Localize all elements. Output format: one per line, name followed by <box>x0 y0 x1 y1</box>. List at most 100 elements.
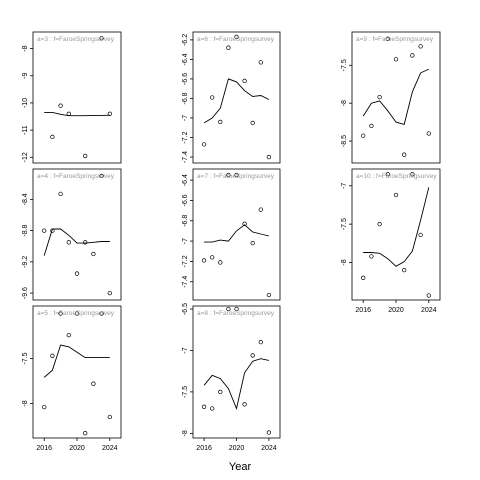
data-point <box>58 103 63 108</box>
data-point <box>218 260 223 265</box>
y-tick-label: -6.6 <box>182 194 189 206</box>
y-tick-label: -7.2 <box>182 255 189 267</box>
data-point <box>58 311 63 316</box>
panel-label: a=7 : f=FaroeSpringsurvey <box>197 173 275 180</box>
data-point <box>402 268 407 273</box>
panel-frame <box>192 305 281 439</box>
x-tick-label: 2016 <box>355 307 371 314</box>
x-tick-label: 2024 <box>421 307 437 314</box>
data-point <box>66 240 71 245</box>
y-tick-label: -6.8 <box>182 215 189 227</box>
panel-2: -7.5 -8 2016 2020 2024 a=5 : f=FaroeSpringsur… <box>22 305 122 452</box>
data-point <box>66 332 71 338</box>
data-point <box>99 36 104 41</box>
panel-label: a=6 : f=FaroeSpringsurvey <box>197 36 275 43</box>
data-point <box>42 228 47 233</box>
panel-label: a=4 : f=FaroeSpringsurvey <box>37 173 115 180</box>
data-point <box>266 154 272 160</box>
data-point <box>266 292 272 298</box>
data-point <box>50 228 55 233</box>
y-tick-label: -8.8 <box>22 224 29 236</box>
y-tick-label: -6.2 <box>182 34 189 46</box>
panel-0: -8 -9 -10 -11 -12 a=3 : f=FaroeSpringsurvey <box>22 31 122 164</box>
data-point <box>385 172 390 177</box>
trend-line <box>44 111 110 117</box>
y-tick-label: -8 <box>22 45 29 51</box>
x-tick-label: 2016 <box>196 445 212 452</box>
data-point <box>385 36 390 41</box>
trend-line <box>203 358 269 410</box>
y-tick-label: -8 <box>182 430 189 436</box>
panel-3: -6.2 -6.4 -6.6 -6.8 -7 -7.2 -7.4 a=6 : f=FaroeS… <box>182 31 281 164</box>
data-point <box>369 123 374 129</box>
data-point <box>393 57 399 62</box>
data-point <box>258 340 263 345</box>
data-point <box>234 172 239 178</box>
data-point <box>74 271 80 276</box>
y-tick-label: -7 <box>182 347 189 353</box>
data-point <box>91 251 96 257</box>
y-tick-label: -7 <box>341 183 348 189</box>
y-tick-label: -6.8 <box>182 92 189 104</box>
data-point <box>107 414 112 420</box>
data-point <box>91 381 96 386</box>
y-tick-label: -6.5 <box>182 303 189 315</box>
y-tick-label: -8 <box>341 100 348 106</box>
panel-frame <box>351 31 441 164</box>
y-tick-label: -10 <box>22 98 29 108</box>
data-point <box>250 353 255 358</box>
data-point <box>242 221 247 226</box>
data-point <box>250 120 255 126</box>
data-point <box>201 258 207 263</box>
data-point <box>426 131 431 136</box>
x-axis-label: Year <box>229 461 252 473</box>
trend-line <box>362 68 429 125</box>
panel-5: -6.5 -7 -7.5 -8 2016 2020 2024 a=8 : f=FaroeSpr… <box>182 303 281 452</box>
trend-line <box>203 78 270 124</box>
panel-frame <box>32 168 122 301</box>
y-tick-label: -8.4 <box>22 193 29 205</box>
data-point <box>50 353 55 358</box>
data-point <box>107 111 112 116</box>
y-tick-label: -7.4 <box>182 151 189 163</box>
data-point <box>83 240 88 245</box>
y-tick-label: -7.5 <box>182 386 189 398</box>
data-point <box>226 306 231 312</box>
y-tick-label: -7 <box>182 115 189 121</box>
data-point <box>426 293 431 298</box>
data-point <box>242 402 247 407</box>
y-tick-label: -7.5 <box>341 59 348 71</box>
data-point <box>377 94 382 100</box>
y-tick-label: -6.4 <box>182 53 189 65</box>
data-point <box>201 404 207 409</box>
x-tick-label: 2024 <box>102 445 118 452</box>
x-tick-label: 2020 <box>69 445 85 452</box>
panel-label: a=8 : f=FaroeSpringsurvey <box>197 310 275 317</box>
data-point <box>210 255 215 260</box>
data-point <box>402 152 407 157</box>
trend-line <box>204 224 270 243</box>
data-point <box>218 389 223 395</box>
panel-label: a=10 : f=FaroeSpringsurvey <box>356 173 437 180</box>
y-tick-label: -7 <box>182 238 189 244</box>
trend-line <box>363 187 430 267</box>
panel-4: -6.4 -6.6 -6.8 -7 -7.2 -7.4 a=7 : f=FaroeSprin… <box>182 168 281 301</box>
data-point <box>266 430 272 435</box>
data-point <box>393 192 399 198</box>
data-point <box>218 119 223 125</box>
panel-label: a=9 : f=FaroeSpringsurvey <box>356 36 434 43</box>
panel-6: -7.5 -8 -8.5 a=9 : f=FaroeSpringsurvey <box>341 31 441 164</box>
panel-frame <box>32 31 122 164</box>
panels-layer: -8-9-10-11-12a=3 : f=FaroeSpringsurvey-8… <box>22 31 441 452</box>
data-point <box>418 44 423 49</box>
y-tick-label: -6.6 <box>182 73 189 85</box>
y-tick-label: -11 <box>22 125 29 135</box>
data-point <box>226 172 231 178</box>
y-tick-label: -7.2 <box>182 131 189 143</box>
data-point <box>83 431 88 436</box>
panel-frame <box>192 31 281 164</box>
data-point <box>242 78 247 84</box>
data-point <box>258 207 263 212</box>
y-tick-label: -12 <box>22 152 29 162</box>
data-point <box>226 45 231 50</box>
